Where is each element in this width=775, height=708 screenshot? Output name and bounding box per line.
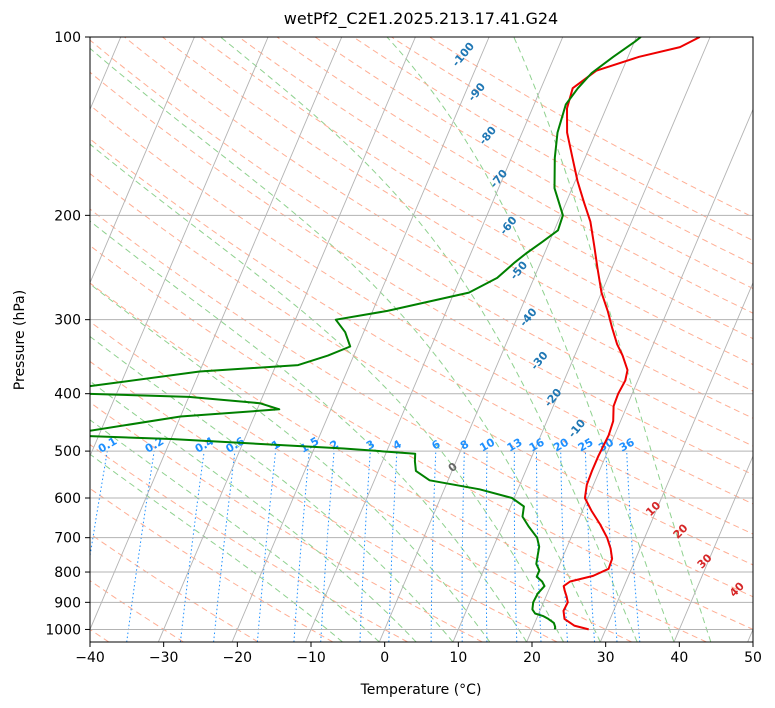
isotherm-line xyxy=(378,37,637,642)
dry-adiabat-line xyxy=(90,487,334,642)
x-tick-label: 30 xyxy=(597,650,615,666)
y-axis-title: Pressure (hPa) xyxy=(12,290,28,390)
x-axis: −40 −30 −20 −10 0 10 20 30 40 50 xyxy=(75,642,762,666)
moist-adiabat-line xyxy=(90,220,528,642)
moist-adiabat-line xyxy=(90,283,491,642)
isotherm-line xyxy=(157,37,416,642)
moist-adiabat-line xyxy=(90,335,454,642)
pressure-gridlines xyxy=(90,37,753,630)
mixing-ratio-line xyxy=(213,451,236,642)
y-axis: 100 200 300 400 500 600 700 800 900 1000 xyxy=(45,30,90,638)
moist-adiabat-line xyxy=(90,47,601,642)
y-tick-label: 700 xyxy=(54,531,81,547)
dry-adiabat-line xyxy=(90,245,753,630)
isotherm-line xyxy=(231,37,490,642)
dry-adiabat-line xyxy=(124,37,753,419)
sounding-profiles xyxy=(90,37,701,631)
y-tick-label: 200 xyxy=(54,208,81,224)
isotherm-line xyxy=(452,37,711,642)
dry-adiabat-line xyxy=(162,37,753,392)
mixing-ratio-line xyxy=(126,451,155,642)
dry-adiabat-line xyxy=(238,37,753,340)
x-tick-label: 40 xyxy=(670,650,688,666)
temperature-profile-line xyxy=(562,37,701,631)
dry-adiabat-line xyxy=(90,320,632,642)
x-tick-label: −30 xyxy=(149,650,179,666)
moist-adiabat-line xyxy=(513,37,712,642)
dry-adiabat-line xyxy=(90,208,753,598)
plot-frame xyxy=(89,36,754,643)
x-tick-label: 20 xyxy=(523,650,541,666)
x-tick-label: 0 xyxy=(380,650,389,666)
dewpoint-profile-line xyxy=(90,37,642,630)
isotherm-line xyxy=(305,37,564,642)
y-tick-label: 100 xyxy=(54,30,81,46)
isotherms xyxy=(90,37,753,642)
isotherm-line xyxy=(673,454,753,642)
y-tick-label: 600 xyxy=(54,491,81,507)
isotherm-line xyxy=(90,37,195,284)
isotherm-line xyxy=(599,281,753,642)
dry-adiabat-line xyxy=(90,444,408,642)
x-tick-label: −40 xyxy=(75,650,105,666)
chart-title: wetPf2_C2E1.2025.213.17.41.G24 xyxy=(284,9,558,29)
mixing-ratio-lines xyxy=(90,451,641,642)
y-tick-label: 300 xyxy=(54,313,81,329)
isotherm-line xyxy=(526,108,753,642)
y-tick-label: 800 xyxy=(54,565,81,581)
x-tick-label: −20 xyxy=(223,650,253,666)
x-tick-label: −10 xyxy=(296,650,326,666)
dry-adiabat-line xyxy=(90,138,753,535)
y-tick-label: 500 xyxy=(54,444,81,460)
x-axis-title: Temperature (°C) xyxy=(360,682,482,698)
isotherm-line xyxy=(90,37,269,458)
isotherm-line xyxy=(90,37,343,631)
y-tick-label: 400 xyxy=(54,387,81,403)
dry-adiabat-line xyxy=(90,39,753,447)
moist-adiabat-line xyxy=(90,419,380,642)
x-tick-label: 50 xyxy=(744,650,762,666)
mixing-ratio-line xyxy=(90,451,108,559)
dry-adiabat-line xyxy=(200,37,753,366)
dry-adiabat-line xyxy=(90,360,558,642)
mixing-ratio-line xyxy=(179,451,205,642)
y-tick-label: 1000 xyxy=(45,622,81,638)
plot-area: 0.1 0.2 0.4 0.6 1 1.5 2 3 4 6 8 10 13 16 20 25 30 36-100-… xyxy=(90,37,753,642)
dry-adiabat-line xyxy=(90,71,753,476)
dry-adiabat-line xyxy=(90,172,753,566)
y-tick-label: 900 xyxy=(54,595,81,611)
x-tick-label: 10 xyxy=(449,650,467,666)
moist-adiabat-line xyxy=(220,37,638,642)
